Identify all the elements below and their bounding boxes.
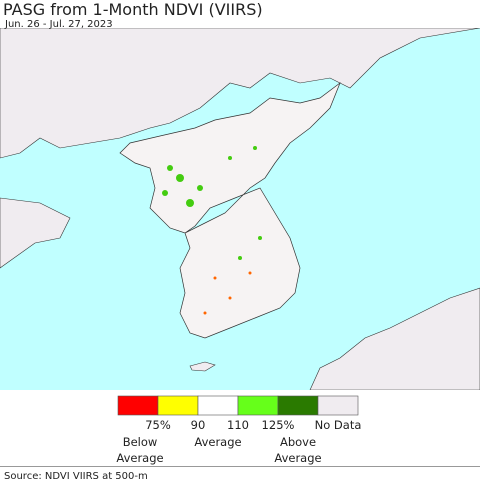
legend-caption: Average xyxy=(194,435,242,449)
legend-swatch xyxy=(237,395,279,416)
legend-swatch xyxy=(157,395,199,416)
subtitle: Jun. 26 - Jul. 27, 2023 xyxy=(5,19,113,30)
vegetation-dots xyxy=(162,146,262,260)
legend-tick-label: 125% xyxy=(261,418,295,432)
legend-caption: Above Average xyxy=(274,435,322,465)
title: PASG from 1-Month NDVI (VIIRS) xyxy=(3,0,263,19)
legend-swatch xyxy=(197,395,239,416)
legend-caption: Below Average xyxy=(116,435,164,465)
legend xyxy=(117,395,359,416)
decline-dots xyxy=(203,271,252,315)
legend-no-data: No Data xyxy=(314,418,362,432)
legend-tick-label: 90 xyxy=(190,418,206,432)
jeju xyxy=(189,361,216,372)
map xyxy=(0,28,480,390)
mainland xyxy=(0,28,480,159)
separator xyxy=(0,466,480,467)
korean-peninsula xyxy=(119,81,341,339)
legend-tick-label: 110 xyxy=(227,418,249,432)
legend-swatch xyxy=(117,395,159,416)
legend-swatch xyxy=(277,395,319,416)
legend-tick-label: 75% xyxy=(145,418,171,432)
shandong xyxy=(0,197,71,269)
source: Source: NDVI VIIRS at 500-m xyxy=(4,471,148,482)
japan xyxy=(309,287,480,390)
legend-swatch xyxy=(317,395,359,416)
